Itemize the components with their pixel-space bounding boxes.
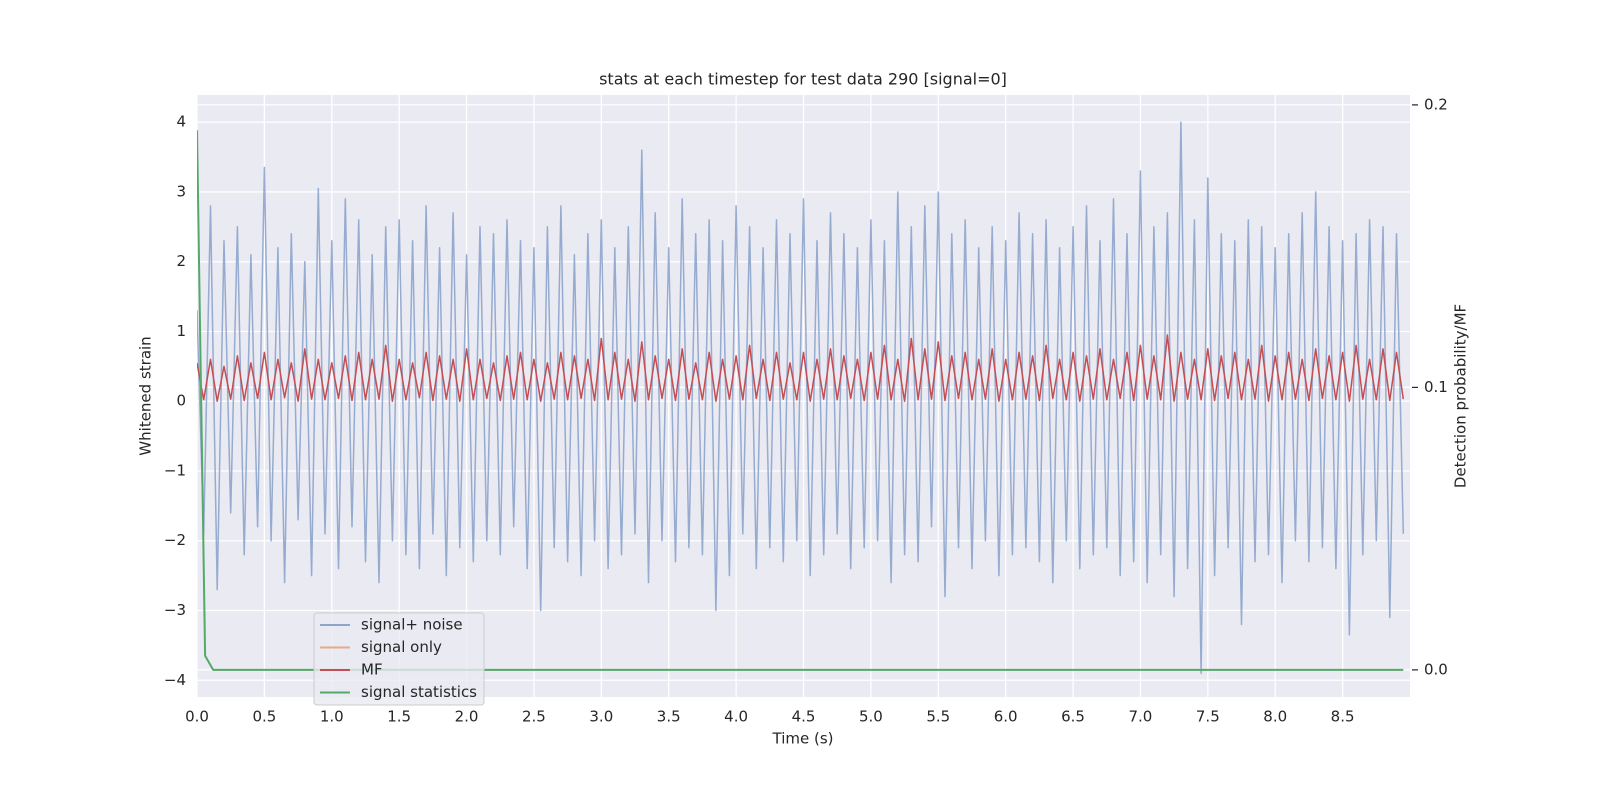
x-tick-label: 2.0 (455, 708, 479, 726)
x-tick-label: 1.0 (320, 708, 344, 726)
y-tick-label: −4 (164, 671, 186, 689)
y-tick-label: 3 (176, 182, 186, 200)
x-tick-label: 6.0 (994, 708, 1018, 726)
series-lines (197, 121, 1405, 675)
x-axis-label: Time (s) (772, 730, 834, 748)
y-tick-label: 2 (176, 252, 186, 270)
x-tick-label: 7.0 (1129, 708, 1153, 726)
y-tick-label: 1 (176, 322, 186, 340)
series-line (197, 121, 1405, 675)
legend: signal+ noise signal only MF signal statist… (313, 612, 485, 706)
series-line (197, 130, 1404, 671)
y2-axis-label: Detection probability/MF (1452, 304, 1470, 488)
legend-label: MF (361, 661, 383, 679)
x-tick-label: 4.5 (792, 708, 816, 726)
x-tick-label: 8.5 (1331, 708, 1355, 726)
x-tick-label: 2.5 (522, 708, 546, 726)
x-tick-label: 5.5 (926, 708, 950, 726)
y2-tick-label: 0.0 (1424, 660, 1448, 678)
y-tick-label: 4 (176, 113, 186, 131)
y-tick-label: −1 (164, 461, 186, 479)
legend-label: signal statistics (361, 683, 477, 701)
x-tick-label: 0.5 (252, 708, 276, 726)
y2-tick-label: 0.1 (1424, 378, 1448, 396)
y2-tick-label: 0.2 (1424, 95, 1448, 113)
y-tick-label: −3 (164, 601, 186, 619)
legend-box (313, 612, 485, 706)
x-tick-label: 0.0 (185, 708, 209, 726)
x-tick-label: 3.5 (657, 708, 681, 726)
x-tick-label: 5.0 (859, 708, 883, 726)
x-tick-label: 6.5 (1061, 708, 1085, 726)
chart-title: stats at each timestep for test data 290… (599, 70, 1007, 89)
x-tick-label: 1.5 (387, 708, 411, 726)
x-tick-label: 3.0 (589, 708, 613, 726)
series-line (197, 334, 1405, 402)
legend-label: signal+ noise (361, 616, 463, 634)
x-tick-label: 7.5 (1196, 708, 1220, 726)
y-axis-label: Whitened strain (137, 336, 155, 455)
legend-label: signal only (361, 638, 442, 656)
x-tick-label: 4.0 (724, 708, 748, 726)
x-tick-label: 8.0 (1263, 708, 1287, 726)
y-tick-label: −2 (164, 531, 186, 549)
ticks: 0.0 0.5 1.0 1.5 2.0 2.5 3.0 3.5 4.0 4.5 5.0 5.5 6.0 6… (164, 95, 1448, 725)
y-tick-label: 0 (176, 392, 186, 410)
